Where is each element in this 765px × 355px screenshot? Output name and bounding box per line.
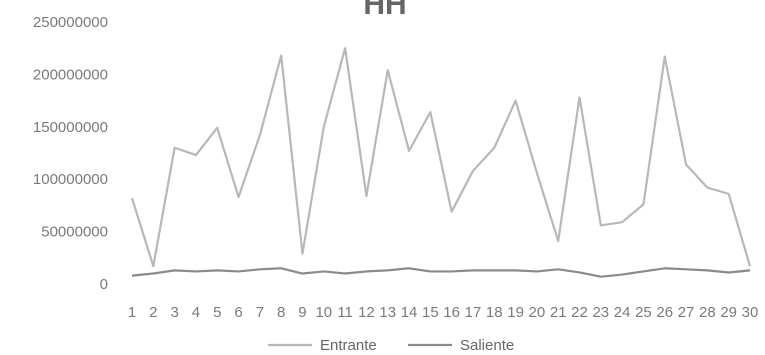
legend: Entrante Saliente bbox=[268, 337, 514, 354]
chart-title: HH bbox=[363, 0, 406, 21]
x-tick-label: 25 bbox=[635, 304, 652, 321]
y-tick-label: 150000000 bbox=[33, 119, 108, 136]
x-tick-label: 26 bbox=[656, 304, 673, 321]
x-tick-label: 19 bbox=[507, 304, 524, 321]
legend-label-entrante: Entrante bbox=[320, 337, 377, 354]
y-tick-label: 50000000 bbox=[41, 224, 108, 241]
y-tick-label: 250000000 bbox=[33, 14, 108, 31]
x-tick-label: 29 bbox=[720, 304, 737, 321]
x-tick-label: 10 bbox=[315, 304, 332, 321]
x-tick-label: 8 bbox=[277, 304, 285, 321]
x-tick-label: 23 bbox=[592, 304, 609, 321]
x-tick-label: 30 bbox=[742, 304, 759, 321]
x-tick-label: 28 bbox=[699, 304, 716, 321]
x-tick-label: 4 bbox=[192, 304, 200, 321]
x-tick-label: 20 bbox=[529, 304, 546, 321]
x-tick-label: 18 bbox=[486, 304, 503, 321]
x-tick-label: 12 bbox=[358, 304, 375, 321]
y-tick-label: 200000000 bbox=[33, 66, 108, 83]
x-tick-label: 7 bbox=[256, 304, 264, 321]
y-tick-label: 0 bbox=[100, 276, 108, 293]
series-layer bbox=[130, 47, 752, 278]
x-tick-label: 13 bbox=[379, 304, 396, 321]
x-tick-label: 22 bbox=[571, 304, 588, 321]
x-tick-label: 6 bbox=[234, 304, 242, 321]
x-tick-label: 14 bbox=[401, 304, 418, 321]
x-tick-label: 2 bbox=[149, 304, 157, 321]
x-tick-label: 15 bbox=[422, 304, 439, 321]
x-tick-label: 24 bbox=[614, 304, 631, 321]
x-axis-ticks: 1 2 3 4 5 6 7 8 9 10 11 12 13 14 15 16 17 18 19 20 21 22 23 24 2… bbox=[128, 304, 759, 321]
legend-label-saliente: Saliente bbox=[460, 337, 514, 354]
x-tick-label: 11 bbox=[337, 304, 353, 321]
x-tick-label: 21 bbox=[550, 304, 567, 321]
x-tick-label: 5 bbox=[213, 304, 221, 321]
y-axis-ticks: 0 50000000 100000000 150000000 200000000 2500… bbox=[33, 14, 108, 293]
series-line-saliente bbox=[131, 267, 751, 278]
x-tick-label: 3 bbox=[170, 304, 178, 321]
x-tick-label: 16 bbox=[443, 304, 460, 321]
y-tick-label: 100000000 bbox=[33, 171, 108, 188]
x-tick-label: 27 bbox=[678, 304, 695, 321]
x-tick-label: 9 bbox=[298, 304, 306, 321]
x-tick-label: 17 bbox=[465, 304, 482, 321]
series-line-entrante bbox=[130, 47, 752, 268]
x-tick-label: 1 bbox=[128, 304, 136, 321]
